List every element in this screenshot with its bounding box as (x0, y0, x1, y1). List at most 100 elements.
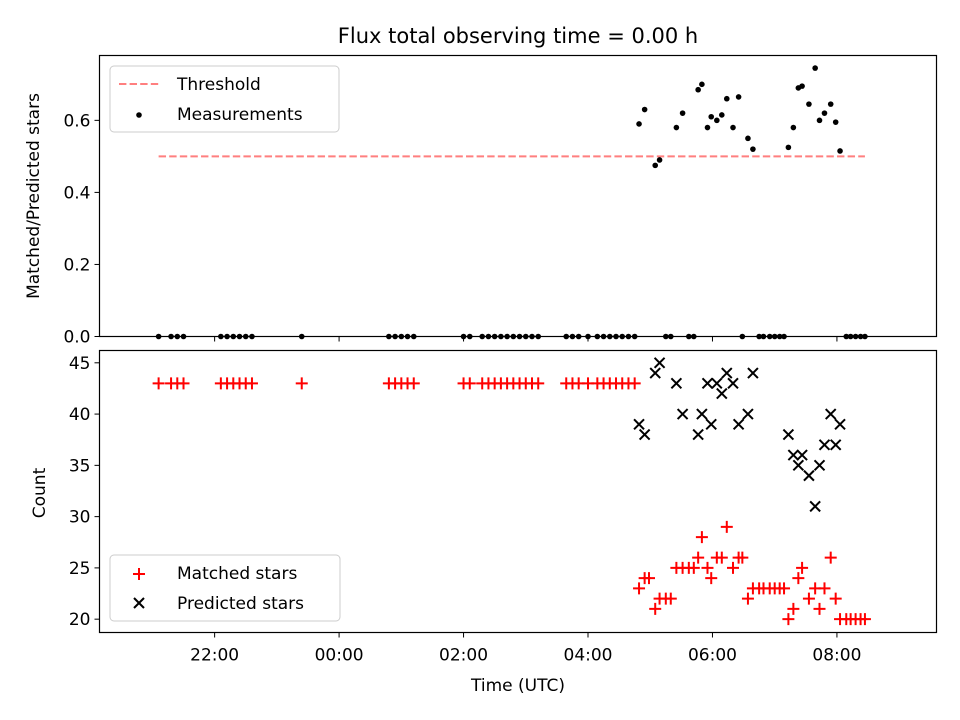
predicted-star-point (721, 367, 733, 379)
top-y-tick-label: 0.2 (63, 255, 90, 275)
matched-star-point (152, 377, 165, 390)
measurement-point (652, 162, 659, 169)
matched-star-point (628, 377, 641, 390)
matched-star-point (727, 561, 740, 574)
top-y-axis-label: Matched/Predicted stars (24, 93, 44, 299)
top-y-tick-label: 0.4 (63, 183, 90, 203)
measurement-point (745, 135, 751, 142)
measurement-point (699, 81, 705, 88)
matched-stars-series (152, 377, 871, 626)
top-chart-title: Flux total observing time = 0.00 h (338, 24, 698, 48)
matched-star-point (818, 582, 831, 595)
matched-star-point (858, 613, 871, 626)
matched-star-point (695, 531, 708, 544)
predicted-star-point (633, 418, 645, 431)
threshold-legend-label: Threshold (176, 75, 261, 95)
measurement-point (735, 94, 742, 100)
measurement-point (708, 113, 715, 120)
predicted-stars-series (633, 357, 846, 513)
measurement-point (821, 110, 828, 116)
bottom-y-tick-label: 25 (69, 559, 91, 579)
matched-stars-legend-label: Matched stars (177, 564, 297, 584)
bottom-x-axis-label: Time (UTC) (470, 676, 565, 696)
measurement-point (636, 121, 642, 127)
top-legend: Threshold Measurements (109, 65, 340, 133)
matched-star-point (782, 613, 795, 626)
bottom-y-tick-label: 20 (69, 610, 91, 630)
matched-star-point (633, 582, 646, 595)
predicted-star-point (676, 408, 689, 420)
matched-star-point (701, 561, 714, 574)
matched-star-point (177, 377, 190, 390)
predicted-star-point (653, 357, 666, 369)
top-plot-frame (98, 54, 938, 338)
bottom-y-axis-label: Count (30, 467, 50, 518)
bottom-y-tick-label: 40 (69, 405, 91, 425)
measurement-point (730, 124, 736, 131)
matched-star-point (796, 561, 809, 574)
measurements-series (155, 65, 868, 340)
matched-star-point (741, 592, 754, 605)
bottom-x-tick-label: 02:00 (439, 646, 488, 666)
matched-star-point (778, 582, 791, 595)
measurement-point (812, 65, 818, 71)
measurements-legend-swatch (136, 112, 142, 118)
predicted-star-point (727, 377, 739, 390)
matched-star-point (649, 602, 662, 615)
bottom-legend-box (109, 554, 341, 622)
predicted-star-point (716, 387, 728, 400)
predicted-star-point (742, 408, 754, 420)
matched-star-point (787, 602, 800, 615)
measurement-point (673, 124, 680, 131)
matched-star-point (664, 592, 677, 605)
predicted-star-point (809, 500, 821, 513)
top-y-tick-label: 0.0 (63, 328, 90, 348)
predicted-star-point (787, 449, 800, 461)
measurement-point (827, 101, 834, 107)
matched-star-point (829, 592, 842, 605)
measurement-point (785, 144, 792, 151)
measurement-point (719, 112, 725, 118)
predicted-star-point (792, 459, 805, 472)
predicted-star-point (670, 377, 683, 390)
predicted-star-point (696, 408, 708, 420)
predicted-star-point (796, 449, 808, 461)
measurement-point (837, 148, 843, 154)
measurement-point (704, 124, 711, 131)
bottom-chart: 20 25 30 35 40 45 22:00 00:00 02:00 04:00 06:00 08:… (30, 349, 938, 696)
predicted-star-point (649, 367, 661, 379)
measurement-point (816, 117, 823, 124)
bottom-y-tick-label: 35 (69, 456, 91, 476)
measurement-point (832, 119, 839, 125)
predicted-star-point (782, 428, 795, 441)
matched-star-point (813, 602, 826, 615)
matched-star-point (705, 572, 718, 585)
predicted-star-point (711, 377, 723, 390)
measurement-point (641, 106, 648, 113)
top-legend-box (109, 65, 340, 133)
predicted-star-point (818, 439, 831, 451)
predicted-stars-legend-swatch (133, 597, 145, 609)
predicted-star-point (732, 418, 745, 431)
top-axis-ticks: 0.0 0.2 0.4 0.6 (63, 111, 838, 348)
predicted-star-point (705, 418, 717, 431)
measurements-legend-label: Measurements (177, 105, 303, 125)
matched-star-point (463, 377, 476, 390)
matched-star-point (245, 377, 258, 390)
measurement-point (714, 117, 720, 124)
bottom-x-tick-label: 06:00 (688, 646, 737, 666)
predicted-star-point (692, 428, 704, 441)
predicted-star-point (747, 367, 759, 379)
bottom-y-tick-label: 45 (69, 354, 91, 374)
matched-star-point (407, 377, 420, 390)
bottom-x-tick-label: 08:00 (812, 646, 861, 666)
matched-star-point (532, 377, 545, 390)
predicted-star-point (638, 428, 651, 441)
matched-star-point (642, 572, 655, 585)
measurement-point (695, 86, 701, 93)
matched-star-point (802, 592, 815, 605)
matched-stars-legend-swatch (133, 568, 145, 580)
predicted-star-point (701, 377, 714, 390)
matched-star-point (720, 520, 733, 533)
measurement-point (656, 157, 663, 163)
